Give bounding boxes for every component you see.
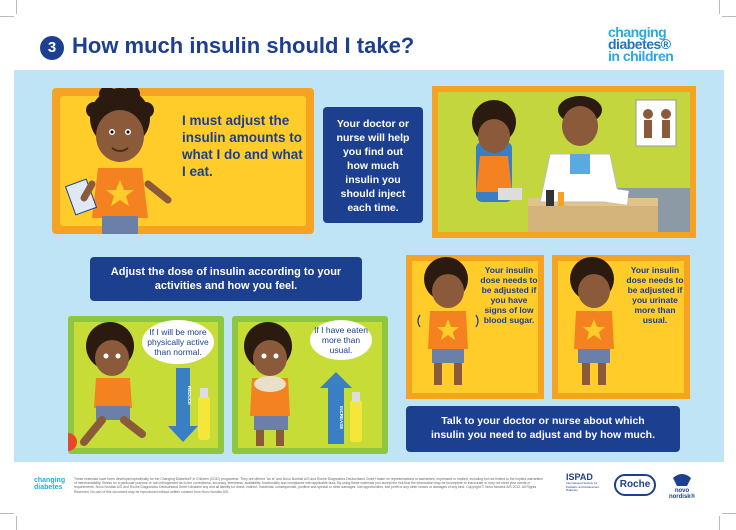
footer-disclaimer: These materials have been developed spec… [74, 477, 543, 494]
crop-mark [0, 16, 14, 17]
novo-bull-icon [673, 474, 691, 486]
roche-logo: Roche [614, 474, 656, 496]
urinate-note: Your insulin dose needs to be adjusted i… [626, 265, 684, 325]
active-speech-bubble: If I will be more physically active than… [142, 320, 214, 364]
doctor-message-box: Your doctor or nurse will help you find … [323, 107, 423, 223]
active-card: REDUCE If I will be more physically acti… [68, 316, 224, 454]
ispad-name: ISPAD [566, 472, 593, 482]
low-sugar-card: Your insulin dose needs to be adjusted i… [406, 255, 544, 399]
footer-brand-line-1: changing [34, 477, 66, 484]
crop-mark [719, 516, 720, 530]
ispad-subtitle: International Society for Pediatric and … [566, 481, 600, 493]
running-boy-illustration [68, 322, 210, 451]
crop-mark [16, 516, 17, 530]
reduce-label: REDUCE [187, 386, 192, 406]
crop-mark [16, 0, 17, 14]
crop-mark [0, 513, 14, 514]
novo-nordisk-name: novo nordisk® [668, 488, 696, 500]
doctor-with-child-illustration [438, 92, 690, 232]
shaky-boy-illustration [417, 257, 479, 385]
footer-brand-logo: changing diabetes [34, 477, 65, 491]
ispad-logo: ISPAD International Society for Pediatri… [566, 472, 610, 493]
eaten-speech-bubble: If I have eaten more than usual. [310, 320, 372, 360]
eating-boy-illustration [244, 322, 362, 446]
boy-holding-crotch-illustration [570, 257, 614, 385]
low-sugar-note: Your insulin dose needs to be adjusted i… [480, 265, 538, 325]
footer-brand-line-2: diabetes [34, 484, 63, 491]
brand-logo: changing diabetes® in children [608, 24, 698, 64]
increase-label: INCREASE [339, 406, 344, 430]
talk-to-doctor-banner: Talk to your doctor or nurse about which… [406, 406, 680, 452]
boy-with-leaflet-illustration [64, 88, 172, 234]
doctor-scene-frame [432, 86, 696, 238]
intro-message: I must adjust the insulin amounts to wha… [182, 113, 303, 179]
eaten-card: INCREASE If I have eaten more than usual… [232, 316, 388, 454]
adjust-dose-banner: Adjust the dose of insulin according to … [90, 257, 362, 301]
step-number-badge: 3 [40, 36, 64, 60]
crop-mark [722, 16, 736, 17]
novo-nordisk-logo: novo nordisk® [662, 470, 702, 500]
brand-line-2: diabetes® [608, 36, 671, 52]
crop-mark [722, 513, 736, 514]
intro-card: I must adjust the insulin amounts to wha… [52, 88, 314, 234]
page-title: How much insulin should I take? [72, 33, 415, 58]
crop-mark [719, 0, 720, 14]
brand-line-3: in children [608, 48, 674, 64]
brand-line-1: changing [608, 24, 667, 40]
urinate-card: Your insulin dose needs to be adjusted i… [552, 255, 690, 399]
